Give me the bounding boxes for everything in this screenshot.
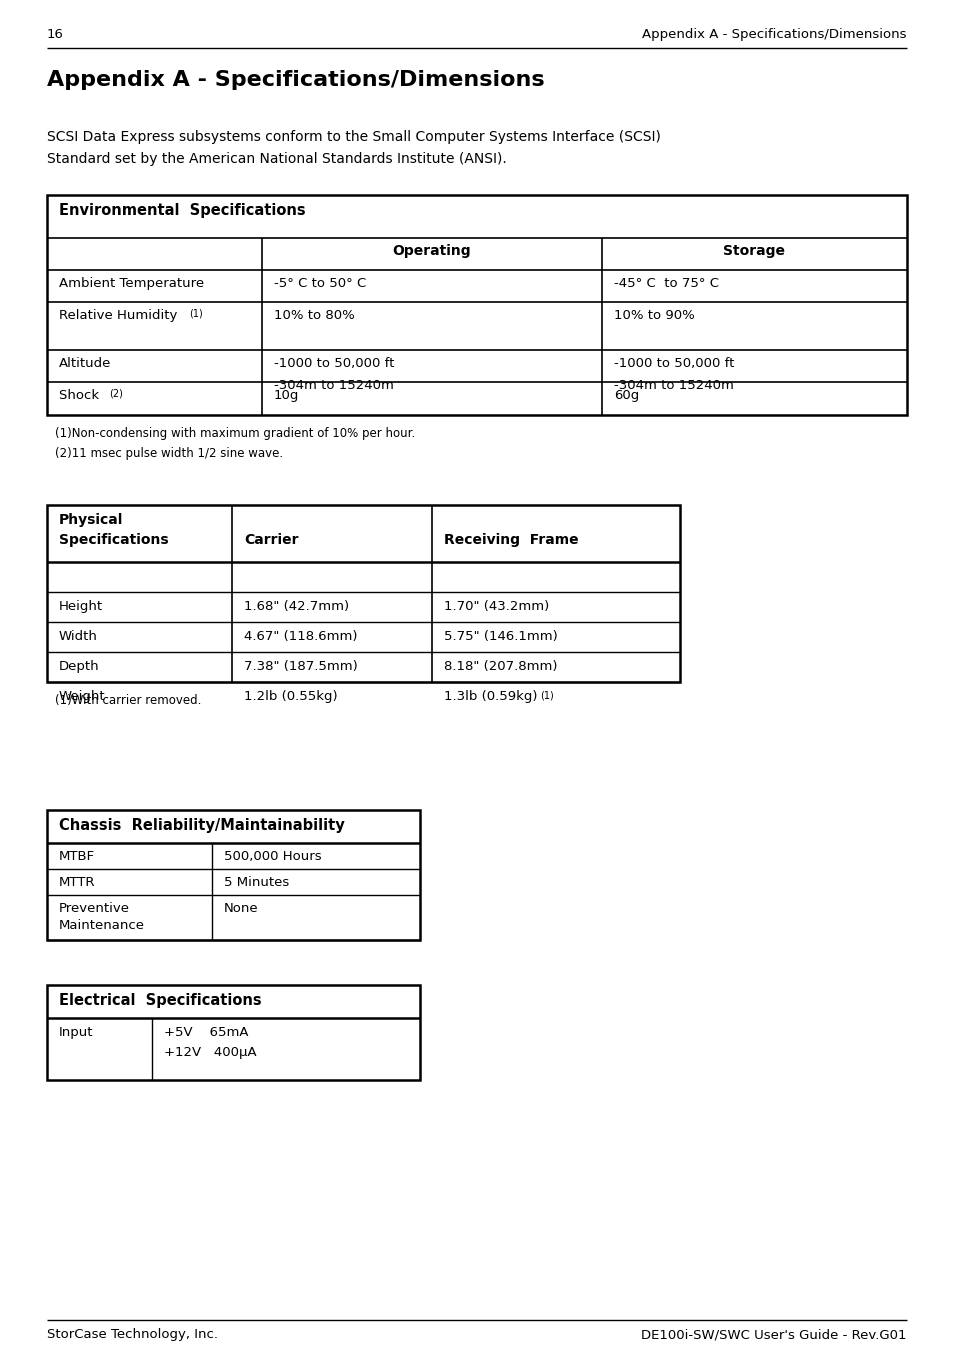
Text: -1000 to 50,000 ft: -1000 to 50,000 ft	[274, 357, 394, 370]
Bar	[47, 986, 419, 1080]
Text: Depth: Depth	[59, 660, 99, 674]
Text: 8.18" (207.8mm): 8.18" (207.8mm)	[443, 660, 557, 674]
Text: Physical: Physical	[59, 513, 123, 527]
Text: (2): (2)	[109, 389, 123, 398]
Text: 7.38" (187.5mm): 7.38" (187.5mm)	[244, 660, 357, 674]
Text: Altitude: Altitude	[59, 357, 112, 370]
Text: Relative Humidity: Relative Humidity	[59, 309, 177, 322]
Text: Weight: Weight	[59, 690, 106, 704]
Text: -304m to 15240m: -304m to 15240m	[274, 379, 394, 392]
Text: DE100i-SW/SWC User's Guide - Rev.G01: DE100i-SW/SWC User's Guide - Rev.G01	[640, 1328, 906, 1342]
Text: (1): (1)	[189, 309, 203, 319]
Text: -45° C  to 75° C: -45° C to 75° C	[614, 277, 719, 290]
Text: StorCase Technology, Inc.: StorCase Technology, Inc.	[47, 1328, 218, 1342]
Text: Environmental  Specifications: Environmental Specifications	[59, 203, 305, 218]
Text: Specifications: Specifications	[59, 533, 169, 548]
Text: Carrier: Carrier	[244, 533, 298, 548]
Text: None: None	[224, 902, 258, 914]
Bar	[47, 810, 419, 941]
Text: 16: 16	[47, 27, 64, 41]
Text: 1.70" (43.2mm): 1.70" (43.2mm)	[443, 600, 549, 613]
Text: -5° C to 50° C: -5° C to 50° C	[274, 277, 366, 290]
Text: Appendix A - Specifications/Dimensions: Appendix A - Specifications/Dimensions	[47, 70, 544, 90]
Text: 1.68" (42.7mm): 1.68" (42.7mm)	[244, 600, 349, 613]
Text: 5 Minutes: 5 Minutes	[224, 876, 289, 888]
Text: 10% to 90%: 10% to 90%	[614, 309, 694, 322]
Text: (1)With carrier removed.: (1)With carrier removed.	[55, 694, 201, 706]
Text: (2)11 msec pulse width 1/2 sine wave.: (2)11 msec pulse width 1/2 sine wave.	[55, 448, 283, 460]
Text: Operating: Operating	[393, 244, 471, 257]
Text: +5V    65mA: +5V 65mA	[164, 1025, 248, 1039]
Text: Width: Width	[59, 630, 98, 643]
Text: 500,000 Hours: 500,000 Hours	[224, 850, 321, 862]
Text: MTBF: MTBF	[59, 850, 95, 862]
Text: 10g: 10g	[274, 389, 299, 402]
Text: -1000 to 50,000 ft: -1000 to 50,000 ft	[614, 357, 734, 370]
Bar	[47, 505, 679, 682]
Text: 5.75" (146.1mm): 5.75" (146.1mm)	[443, 630, 558, 643]
Text: Shock: Shock	[59, 389, 103, 402]
Text: Ambient Temperature: Ambient Temperature	[59, 277, 204, 290]
Text: 1.3lb (0.59kg): 1.3lb (0.59kg)	[443, 690, 537, 704]
Text: 1.2lb (0.55kg): 1.2lb (0.55kg)	[244, 690, 337, 704]
Text: Standard set by the American National Standards Institute (ANSI).: Standard set by the American National St…	[47, 152, 506, 166]
Text: (1): (1)	[539, 690, 553, 700]
Text: 10% to 80%: 10% to 80%	[274, 309, 355, 322]
Text: SCSI Data Express subsystems conform to the Small Computer Systems Interface (SC: SCSI Data Express subsystems conform to …	[47, 130, 660, 144]
Text: +12V   400μA: +12V 400μA	[164, 1046, 256, 1060]
Text: Chassis  Reliability/Maintainability: Chassis Reliability/Maintainability	[59, 819, 344, 832]
Text: Storage: Storage	[722, 244, 784, 257]
Text: Input: Input	[59, 1025, 93, 1039]
Text: 4.67" (118.6mm): 4.67" (118.6mm)	[244, 630, 357, 643]
Text: Receiving  Frame: Receiving Frame	[443, 533, 578, 548]
Text: -304m to 15240m: -304m to 15240m	[614, 379, 733, 392]
Text: 60g: 60g	[614, 389, 639, 402]
Text: (1)Non-condensing with maximum gradient of 10% per hour.: (1)Non-condensing with maximum gradient …	[55, 427, 415, 439]
Text: Electrical  Specifications: Electrical Specifications	[59, 993, 261, 1008]
Text: Preventive
Maintenance: Preventive Maintenance	[59, 902, 145, 932]
Bar	[47, 194, 906, 415]
Text: MTTR: MTTR	[59, 876, 95, 888]
Text: Appendix A - Specifications/Dimensions: Appendix A - Specifications/Dimensions	[641, 27, 906, 41]
Text: Height: Height	[59, 600, 103, 613]
